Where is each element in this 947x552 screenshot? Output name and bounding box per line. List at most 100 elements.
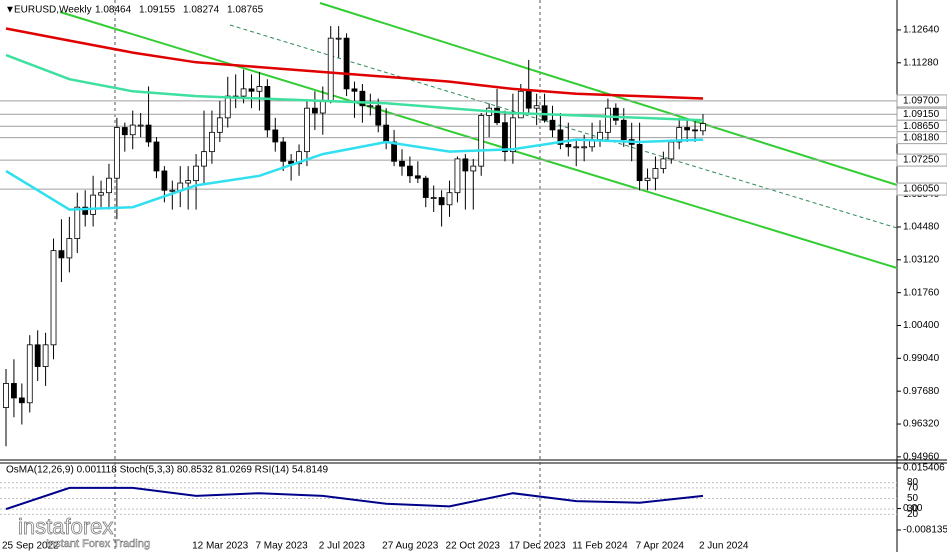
osma-tick-label: 0.015406 bbox=[903, 463, 945, 474]
candle-body bbox=[121, 127, 128, 136]
candle-body bbox=[359, 90, 366, 107]
x-tick-label: 25 Sep 2022 bbox=[2, 541, 59, 552]
candle-body bbox=[351, 88, 358, 92]
candle-body bbox=[684, 127, 691, 131]
level-box bbox=[896, 182, 947, 196]
level-label: 1.08650 bbox=[903, 121, 940, 132]
candle-body bbox=[692, 129, 698, 132]
osma-tick-label: 0.00 bbox=[903, 503, 923, 514]
candle-body bbox=[478, 115, 485, 167]
header-value: 1.08274 bbox=[183, 5, 220, 16]
candle-body bbox=[74, 206, 81, 239]
candle-body bbox=[383, 124, 390, 143]
candle-body bbox=[50, 250, 57, 346]
candle-body bbox=[375, 105, 382, 126]
candle-body bbox=[549, 119, 556, 131]
candle-body bbox=[264, 86, 271, 131]
candle-body bbox=[438, 197, 445, 206]
x-tick-label: 12 Mar 2023 bbox=[192, 541, 249, 552]
candle-body bbox=[296, 151, 302, 165]
level-box bbox=[896, 153, 947, 167]
candle-body bbox=[391, 141, 397, 162]
candle-body bbox=[494, 107, 500, 124]
candle-body bbox=[644, 177, 651, 182]
candle-body bbox=[240, 88, 247, 97]
header-value: 1.09155 bbox=[139, 5, 176, 16]
candle-body bbox=[335, 37, 342, 40]
candle-body bbox=[256, 86, 263, 92]
x-tick-label: 7 Apr 2024 bbox=[636, 541, 685, 552]
candle-body bbox=[18, 397, 25, 404]
x-tick-label: 22 Oct 2023 bbox=[446, 541, 501, 552]
candle-body bbox=[34, 344, 41, 367]
candle-body bbox=[700, 123, 706, 132]
candle-body bbox=[399, 160, 405, 167]
candle-body bbox=[304, 107, 310, 153]
candle-body bbox=[137, 124, 144, 127]
level-label: 1.09700 bbox=[903, 96, 940, 107]
candle-body bbox=[573, 146, 580, 149]
candle-body bbox=[201, 151, 207, 167]
candle-body bbox=[533, 105, 540, 109]
candle-body bbox=[668, 141, 675, 160]
candle-body bbox=[636, 143, 643, 182]
candle-body bbox=[502, 122, 508, 153]
candle-body bbox=[3, 383, 9, 409]
candle-body bbox=[193, 165, 199, 182]
rsi-tick-label: 70 bbox=[907, 483, 919, 494]
candle-body bbox=[605, 107, 611, 133]
candle-body bbox=[319, 100, 326, 114]
candle-body bbox=[216, 117, 223, 133]
candle-body bbox=[517, 90, 524, 119]
candle-body bbox=[470, 165, 477, 172]
x-tick-label: 11 Feb 2024 bbox=[572, 541, 628, 552]
candle-body bbox=[676, 127, 683, 143]
candle-body bbox=[185, 180, 192, 184]
candle-body bbox=[129, 124, 136, 136]
candle-body bbox=[557, 129, 564, 145]
watermark-name: instaforex bbox=[18, 514, 113, 539]
watermark-tagline: Instant Forex Trading bbox=[46, 538, 150, 550]
level-label: 1.09150 bbox=[903, 109, 940, 120]
candle-body bbox=[248, 88, 255, 92]
candle-body bbox=[462, 158, 469, 172]
candle-body bbox=[153, 141, 160, 172]
y-tick-label: 0.96320 bbox=[903, 419, 940, 430]
indicator-title: OsMA(12,26,9) 0.001118 Stoch(5,3,3) 80.8… bbox=[6, 465, 329, 476]
candle-body bbox=[145, 124, 152, 143]
x-tick-label: 2 Jun 2024 bbox=[699, 541, 749, 552]
moving-average bbox=[5, 53, 704, 122]
candle-body bbox=[209, 131, 215, 153]
y-tick-label: 0.99040 bbox=[903, 353, 940, 364]
candle-body bbox=[42, 344, 49, 367]
y-tick-label: 0.94960 bbox=[903, 452, 940, 463]
candle-body bbox=[82, 206, 89, 215]
marks: 1.126401.112801.058401.044801.031201.017… bbox=[0, 25, 947, 552]
moving-average bbox=[5, 27, 704, 100]
y-tick-label: 1.00400 bbox=[903, 320, 940, 331]
menu-arrow[interactable]: ▼ bbox=[5, 5, 15, 16]
candle-body bbox=[612, 107, 619, 121]
candle-body bbox=[106, 177, 112, 194]
level-box bbox=[896, 131, 947, 145]
candle-body bbox=[224, 95, 231, 119]
candle-body bbox=[98, 192, 104, 196]
candle-body bbox=[660, 158, 667, 169]
rsi-line bbox=[5, 486, 704, 511]
y-tick-label: 1.01760 bbox=[903, 287, 940, 298]
symbol: EURUSD,Weekly bbox=[14, 5, 92, 16]
rsi-tick-label: 20 bbox=[907, 509, 919, 520]
level-label: 1.08180 bbox=[903, 132, 940, 143]
candle-body bbox=[272, 129, 279, 143]
x-tick-label: 7 May 2023 bbox=[255, 541, 308, 552]
candle-body bbox=[446, 192, 453, 206]
y-tick-label: 1.12640 bbox=[903, 25, 940, 36]
candle-body bbox=[66, 238, 73, 259]
rsi-tick-label: 80 bbox=[907, 477, 919, 488]
candle-body bbox=[26, 344, 33, 404]
candle-body bbox=[581, 146, 588, 149]
y-tick-label: 1.03120 bbox=[903, 254, 940, 265]
level-label: 1.07250 bbox=[903, 155, 940, 166]
